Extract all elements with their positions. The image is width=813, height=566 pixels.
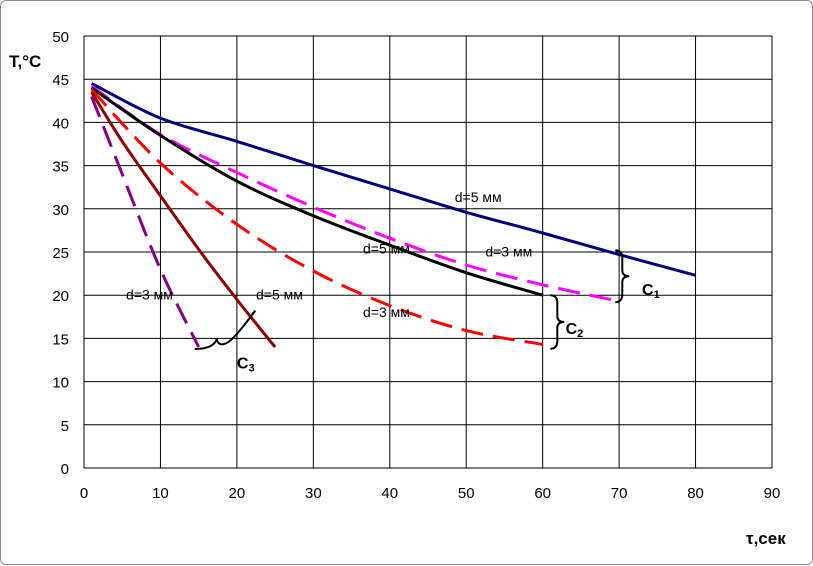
y-tick-label: 0 <box>61 461 69 478</box>
y-tick-label: 50 <box>52 29 69 46</box>
group-label-subscript: 1 <box>654 289 660 301</box>
y-tick-label: 45 <box>52 72 69 89</box>
series-lines <box>90 82 696 348</box>
group-label-c3: C3 <box>237 356 255 375</box>
series-annotation: d=3 мм <box>485 243 532 259</box>
series-annotation: d=5 мм <box>363 241 410 257</box>
y-tick-label: 25 <box>52 245 69 262</box>
y-tick-label: 10 <box>52 375 69 392</box>
x-tick-label: 20 <box>229 485 246 502</box>
x-tick-labels: 0 10 20 30 40 50 60 70 80 90 <box>80 485 781 502</box>
group-label-c2: C2 <box>566 321 584 340</box>
x-tick-label: 30 <box>305 485 322 502</box>
x-axis-title: τ,сек <box>746 529 786 548</box>
brace-c3 <box>194 309 257 351</box>
x-tick-label: 90 <box>764 485 781 502</box>
grid <box>83 35 773 469</box>
x-tick-label: 70 <box>611 485 628 502</box>
series-line-1 <box>90 82 696 277</box>
series-annotation: d=5 мм <box>455 189 502 205</box>
series-line-3 <box>90 86 544 297</box>
x-tick-label: 60 <box>534 485 551 502</box>
series-annotations: d=5 мм d=5 мм d=3 мм d=3 мм d=3 мм d=5 мм <box>126 189 532 320</box>
y-tick-label: 40 <box>52 115 69 132</box>
y-tick-labels: 0 5 10 15 20 25 30 35 40 45 50 <box>52 29 69 478</box>
group-labels: C1 C2 C3 <box>237 282 660 374</box>
y-tick-label: 20 <box>52 288 69 305</box>
y-tick-label: 5 <box>61 418 69 435</box>
series-line-2 <box>90 84 620 303</box>
series-line-5 <box>90 91 277 348</box>
group-label-subscript: 2 <box>577 328 583 340</box>
series-line-6 <box>90 95 201 348</box>
y-axis-title: T,°C <box>9 52 41 71</box>
series-annotation: d=5 мм <box>256 287 303 303</box>
group-label-subscript: 3 <box>248 363 254 375</box>
x-tick-label: 10 <box>152 485 169 502</box>
y-tick-label: 30 <box>52 202 69 219</box>
x-tick-label: 80 <box>687 485 704 502</box>
series-line-4 <box>90 88 543 346</box>
x-tick-label: 0 <box>80 485 88 502</box>
y-tick-label: 15 <box>52 331 69 348</box>
x-tick-label: 50 <box>458 485 475 502</box>
series-annotation: d=3 мм <box>363 304 410 320</box>
y-tick-label: 35 <box>52 159 69 176</box>
group-label-c1: C1 <box>642 282 660 301</box>
series-annotation: d=3 мм <box>126 287 173 303</box>
x-tick-label: 40 <box>381 485 398 502</box>
brace-c2 <box>550 294 565 350</box>
